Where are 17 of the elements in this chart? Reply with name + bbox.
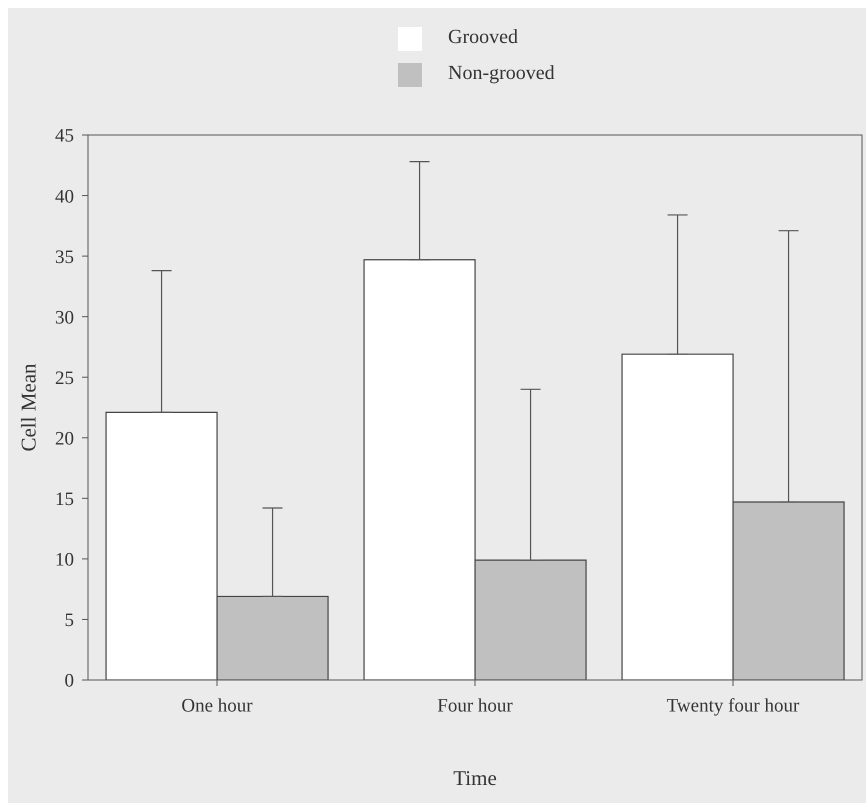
y-axis-title: Cell Mean [16,362,40,452]
x-tick-label: Twenty four hour [666,695,800,716]
legend-label: Non-grooved [448,62,555,84]
x-tick-label: One hour [181,695,254,716]
y-tick-label: 20 [55,428,74,450]
legend-label: Grooved [448,26,518,48]
y-tick-label: 0 [64,670,74,692]
x-axis-title: Time [453,766,497,790]
x-tick-label: Four hour [437,695,514,716]
y-tick-label: 25 [55,368,74,389]
y-tick-label: 10 [55,550,74,571]
y-tick-label: 40 [55,186,74,208]
y-tick-label: 15 [55,489,74,510]
y-tick-label: 5 [64,610,74,632]
y-tick-label: 45 [55,126,74,147]
y-tick-label: 35 [55,246,74,268]
y-tick-label: 30 [55,307,74,328]
